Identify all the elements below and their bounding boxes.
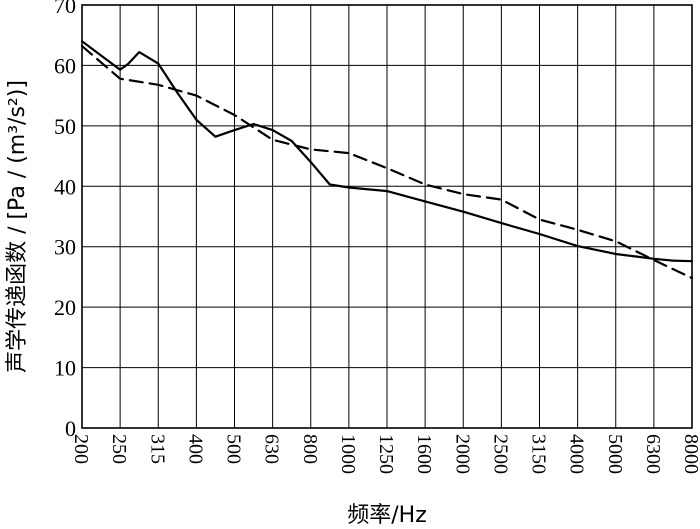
series-line-solid bbox=[80, 40, 694, 263]
y-tick-label: 50 bbox=[54, 114, 76, 139]
x-tick-label: 630 bbox=[261, 434, 283, 464]
x-tick-label: 800 bbox=[299, 434, 321, 464]
x-axis-label: 频率/Hz bbox=[347, 503, 427, 528]
x-tick-label: 500 bbox=[223, 434, 245, 464]
x-tick-label: 315 bbox=[146, 434, 168, 464]
plot-frame bbox=[81, 4, 693, 429]
y-tick-label: 0 bbox=[65, 416, 76, 441]
x-tick-label: 200 bbox=[70, 434, 92, 464]
series-line-dashed bbox=[80, 44, 694, 280]
x-tick-label: 400 bbox=[184, 434, 206, 464]
x-tick-label: 1250 bbox=[375, 434, 397, 474]
x-tick-label: 6300 bbox=[642, 434, 664, 474]
x-tick-label: 8000 bbox=[680, 434, 700, 474]
x-tick-label: 1600 bbox=[413, 434, 435, 474]
x-tick-label: 2000 bbox=[451, 434, 473, 474]
y-tick-label: 70 bbox=[54, 0, 76, 18]
y-tick-label: 10 bbox=[54, 356, 76, 381]
y-axis-label: 声学传递函数 / [Pa / (m³/s²)] bbox=[5, 80, 30, 373]
x-tick-label: 1000 bbox=[337, 434, 359, 474]
grid bbox=[82, 5, 692, 428]
x-tick-label: 2500 bbox=[489, 434, 511, 474]
x-tick-label: 4000 bbox=[566, 434, 588, 474]
y-tick-label: 40 bbox=[54, 174, 76, 199]
y-tick-label: 30 bbox=[54, 235, 76, 260]
y-tick-label: 60 bbox=[54, 53, 76, 78]
series-lines bbox=[80, 40, 694, 280]
x-tick-label: 3150 bbox=[528, 434, 550, 474]
tick-labels: 200 250 315 400 500 630 800 1000 1250 1600 2000 250… bbox=[54, 0, 700, 474]
y-tick-label: 20 bbox=[54, 295, 76, 320]
x-tick-label: 250 bbox=[108, 434, 130, 464]
x-tick-label: 5000 bbox=[604, 434, 626, 474]
